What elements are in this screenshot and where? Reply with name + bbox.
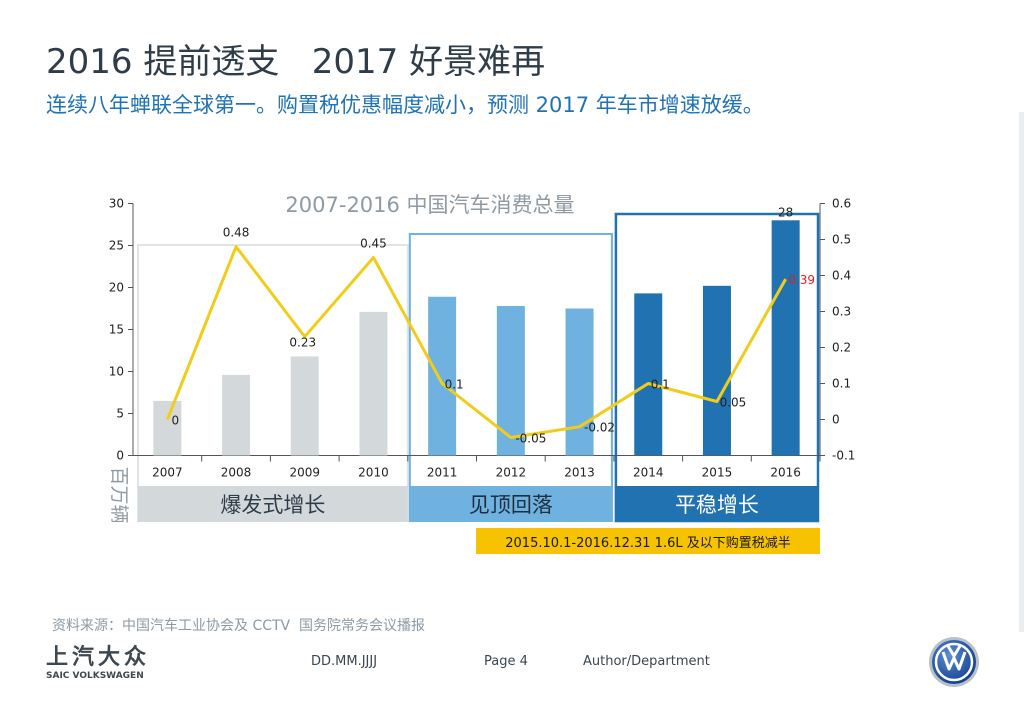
- y2-tick-label: 0.3: [832, 305, 851, 319]
- phase-band: [615, 486, 818, 522]
- y2-tick-label: 0.4: [832, 269, 851, 283]
- annotation-bar: [476, 528, 820, 554]
- y-tick-label: 0: [116, 449, 124, 463]
- annotation-text: 2015.10.1-2016.12.31 1.6L 及以下购置税减半: [505, 535, 790, 551]
- phase-label: 爆发式增长: [220, 493, 325, 517]
- x-tick-label: 2010: [358, 466, 389, 480]
- line-value-label: 0.05: [720, 396, 747, 410]
- bar-2009: [290, 356, 319, 456]
- phase-label: 见顶回落: [469, 493, 553, 517]
- x-tick-label: 2009: [289, 466, 320, 480]
- y2-tick-label: 0.2: [832, 341, 851, 355]
- bar-2011: [428, 296, 457, 456]
- bar-2008: [222, 374, 251, 456]
- source-note: 资料来源：中国汽车工业协会及 CCTV 国务院常务会议播报: [52, 618, 426, 634]
- y2-tick-label: 0.6: [832, 197, 851, 211]
- x-tick-label: 2008: [221, 466, 252, 480]
- bar-value-label: 28: [778, 205, 793, 219]
- bar-2015: [702, 285, 731, 456]
- line-value-label: -0.02: [584, 421, 615, 435]
- line-value-label: 0.1: [445, 378, 464, 392]
- consumption-chart: 0 5 10 15 20 25 30 -0.1 0 0.1 0.2 0.3 0.4 0.5 0.6 2007 2…: [108, 193, 855, 554]
- line-value-label: 0: [172, 414, 180, 428]
- phase-label: 平稳增长: [675, 493, 759, 517]
- line-value-label: 0.1: [651, 378, 670, 392]
- bar-2013: [565, 308, 594, 456]
- footer-author: Author/Department: [583, 654, 710, 669]
- y2-tick-label: 0.1: [832, 377, 851, 391]
- y-tick-label: 15: [109, 323, 124, 337]
- brand-subname: SAIC VOLKSWAGEN: [46, 671, 144, 681]
- y2-tick-label: 0.5: [832, 233, 851, 247]
- vw-logo-icon: [928, 636, 980, 692]
- growth-line: [165, 245, 787, 439]
- slide-title: 2016 提前透支 2017 好景难再: [46, 42, 546, 82]
- phase-band: [409, 486, 612, 522]
- bar-2010: [359, 311, 388, 456]
- x-tick-label: 2012: [496, 466, 527, 480]
- y-tick-label: 30: [109, 197, 124, 211]
- x-tick-label: 2015: [702, 466, 733, 480]
- x-tick-label: 2013: [564, 466, 595, 480]
- y-tick-label: 25: [109, 239, 124, 253]
- bar-2016: [771, 220, 800, 456]
- bar-2007: [153, 400, 182, 456]
- footer-page: Page 4: [484, 654, 528, 669]
- y-tick-label: 10: [109, 365, 124, 379]
- y2-tick-label: 0: [832, 413, 840, 427]
- brand-name: 上汽大众: [46, 645, 151, 670]
- y2-tick-label: -0.1: [832, 449, 855, 463]
- line-value-label: 0.39: [788, 273, 815, 287]
- bar-2014: [634, 293, 663, 456]
- x-tick-label: 2016: [770, 466, 801, 480]
- line-value-label: 0.23: [289, 336, 316, 350]
- chart-title: 2007-2016 中国汽车消费总量: [285, 193, 574, 217]
- x-tick-label: 2011: [427, 466, 458, 480]
- y-tick-label: 5: [116, 407, 124, 421]
- footer-date: DD.MM.JJJJ: [311, 654, 378, 669]
- y-axis-label: 百万辆: [108, 466, 130, 523]
- phase-band: [138, 486, 408, 522]
- line-value-label: 0.48: [223, 226, 250, 240]
- slide-subtitle: 连续八年蝉联全球第一。购置税优惠幅度减小，预测 2017 年车市增速放缓。: [46, 93, 764, 117]
- line-value-label: -0.05: [515, 432, 546, 446]
- line-value-label: 0.45: [360, 237, 387, 251]
- brand-logo: 上汽大众 SAIC VOLKSWAGEN: [46, 646, 150, 682]
- x-tick-label: 2014: [633, 466, 664, 480]
- y-tick-label: 20: [109, 281, 124, 295]
- right-edge-decoration: [1019, 112, 1024, 632]
- x-tick-label: 2007: [152, 466, 183, 480]
